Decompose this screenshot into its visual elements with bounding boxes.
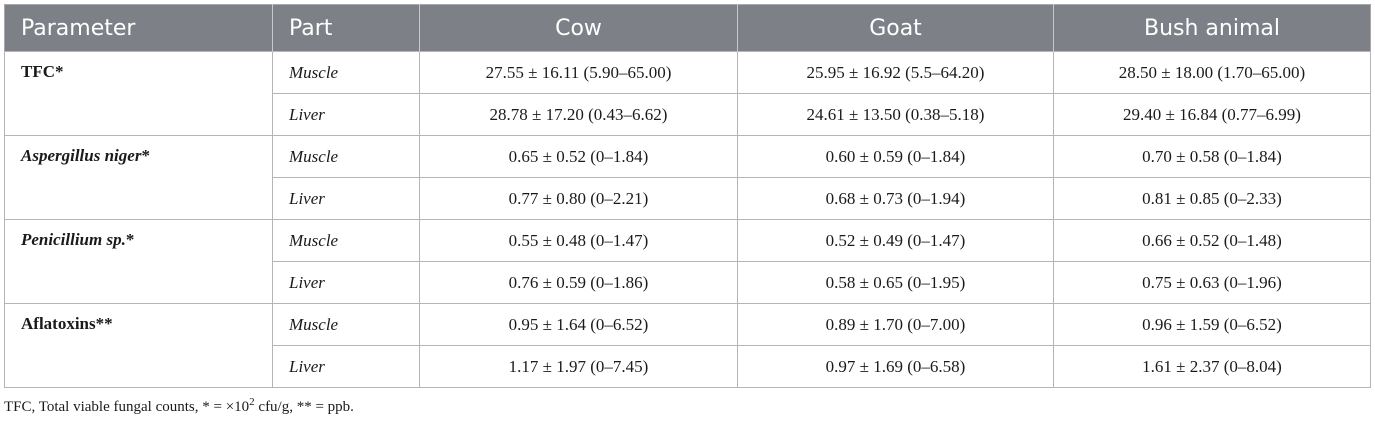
cow-value: 0.77 ± 0.80 (0–2.21)	[419, 177, 738, 220]
table-row: Liver 0.77 ± 0.80 (0–2.21) 0.68 ± 0.73 (…	[5, 177, 1371, 220]
table-row: Aspergillus niger* Muscle 0.65 ± 0.52 (0…	[4, 135, 1371, 220]
parameter-cell: Aspergillus niger*	[4, 135, 273, 220]
parameter-name: TFC	[21, 62, 55, 81]
bush-animal-value: 1.61 ± 2.37 (0–8.04)	[1053, 345, 1371, 388]
cow-value: 28.78 ± 17.20 (0.43–6.62)	[419, 93, 738, 136]
header-part: Part	[272, 4, 420, 52]
bush-animal-value: 28.50 ± 18.00 (1.70–65.00)	[1053, 51, 1371, 94]
table-row: Aflatoxins** Muscle 0.95 ± 1.64 (0–6.52)…	[4, 303, 1371, 388]
cow-value: 0.95 ± 1.64 (0–6.52)	[419, 303, 738, 346]
table-row: Penicillium sp.* Muscle 0.55 ± 0.48 (0–1…	[4, 219, 1371, 304]
bush-animal-value: 0.75 ± 0.63 (0–1.96)	[1053, 261, 1371, 304]
parameter-name: Aflatoxins	[21, 314, 96, 333]
bush-animal-value: 0.66 ± 0.52 (0–1.48)	[1053, 219, 1371, 262]
cow-value: 0.76 ± 0.59 (0–1.86)	[419, 261, 738, 304]
part-cell: Liver	[272, 93, 420, 136]
header-parameter: Parameter	[21, 15, 136, 41]
bush-animal-value: 0.81 ± 0.85 (0–2.33)	[1053, 177, 1371, 220]
table-body: TFC* Muscle 27.55 ± 16.11 (5.90–65.00) 2…	[4, 51, 1371, 388]
part-cell: Liver	[272, 345, 420, 388]
parameter-marker: **	[95, 314, 113, 333]
table-row: TFC* Muscle 27.55 ± 16.11 (5.90–65.00) 2…	[4, 51, 1371, 136]
goat-value: 0.60 ± 0.59 (0–1.84)	[737, 135, 1054, 178]
parameter-cell: Aflatoxins**	[4, 303, 273, 388]
goat-value: 0.97 ± 1.69 (0–6.58)	[737, 345, 1054, 388]
table-row: Liver 1.17 ± 1.97 (0–7.45) 0.97 ± 1.69 (…	[5, 345, 1371, 388]
cow-value: 1.17 ± 1.97 (0–7.45)	[419, 345, 738, 388]
parameter-marker: *	[125, 230, 135, 249]
goat-value: 0.58 ± 0.65 (0–1.95)	[737, 261, 1054, 304]
cow-value: 0.55 ± 0.48 (0–1.47)	[419, 219, 738, 262]
footnote-text-after: cfu/g, ** = ppb.	[254, 399, 354, 415]
part-cell: Muscle	[272, 51, 420, 94]
bush-animal-value: 29.40 ± 16.84 (0.77–6.99)	[1053, 93, 1371, 136]
parameter-cell: TFC*	[4, 51, 273, 136]
parameter-marker: *	[141, 146, 150, 165]
table-header: Parameter Part Cow Goat Bush animal	[4, 4, 1371, 52]
table-row: Liver 0.76 ± 0.59 (0–1.86) 0.58 ± 0.65 (…	[5, 261, 1371, 304]
table-row: Liver 28.78 ± 17.20 (0.43–6.62) 24.61 ± …	[5, 93, 1371, 136]
goat-value: 0.89 ± 1.70 (0–7.00)	[737, 303, 1054, 346]
header-bush-animal: Bush animal	[1053, 4, 1371, 52]
part-cell: Liver	[272, 261, 420, 304]
header-cow: Cow	[419, 4, 738, 52]
parameter-name: Aspergillus niger	[21, 146, 142, 165]
bush-animal-value: 0.70 ± 0.58 (0–1.84)	[1053, 135, 1371, 178]
header-goat: Goat	[737, 4, 1054, 52]
data-table-container: Parameter Part Cow Goat Bush animal TFC*…	[4, 4, 1371, 388]
footnote-exponent: 2	[249, 396, 255, 408]
parameter-cell: Penicillium sp.*	[4, 219, 273, 304]
part-cell: Muscle	[272, 135, 420, 178]
parameter-name: Penicillium sp.	[21, 230, 126, 249]
goat-value: 25.95 ± 16.92 (5.5–64.20)	[737, 51, 1054, 94]
part-cell: Muscle	[272, 219, 420, 262]
parameter-marker: *	[55, 62, 64, 81]
part-cell: Liver	[272, 177, 420, 220]
cow-value: 0.65 ± 0.52 (0–1.84)	[419, 135, 738, 178]
goat-value: 0.52 ± 0.49 (0–1.47)	[737, 219, 1054, 262]
footnote-text-before: TFC, Total viable fungal counts, * = ×10	[4, 399, 250, 415]
cow-value: 27.55 ± 16.11 (5.90–65.00)	[419, 51, 738, 94]
goat-value: 24.61 ± 13.50 (0.38–5.18)	[737, 93, 1054, 136]
part-cell: Muscle	[272, 303, 420, 346]
data-table: Parameter Part Cow Goat Bush animal TFC*…	[4, 4, 1371, 388]
goat-value: 0.68 ± 0.73 (0–1.94)	[737, 177, 1054, 220]
header-row: Parameter Part Cow Goat Bush animal	[4, 4, 1371, 52]
table-footnote: TFC, Total viable fungal counts, * = ×10…	[4, 396, 354, 416]
bush-animal-value: 0.96 ± 1.59 (0–6.52)	[1053, 303, 1371, 346]
